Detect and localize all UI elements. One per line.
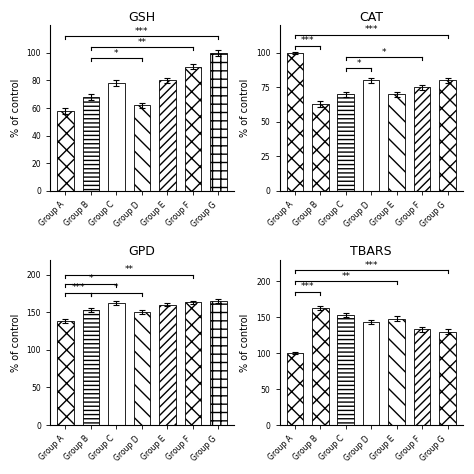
Bar [439,331,456,425]
Bar [414,87,430,191]
Text: **: ** [137,38,146,47]
Text: *: * [382,47,386,56]
Text: *: * [89,274,93,283]
Bar [287,53,303,191]
Text: **: ** [341,272,350,281]
Bar [134,105,150,191]
Title: TBARS: TBARS [350,246,392,258]
Y-axis label: % of control: % of control [240,79,250,137]
Text: **: ** [125,265,134,274]
Bar [159,305,175,425]
Text: ***: *** [301,36,314,46]
Bar [337,94,354,191]
Text: ***: *** [301,283,314,292]
Bar [57,111,74,191]
Bar [108,303,125,425]
Text: *: * [114,49,118,58]
Bar [312,308,328,425]
Bar [439,81,456,191]
Text: *: * [356,59,361,68]
Bar [388,94,405,191]
Text: ***: *** [365,261,378,270]
Title: GSH: GSH [128,11,155,24]
Bar [184,302,201,425]
Title: CAT: CAT [359,11,383,24]
Text: ***: *** [72,283,85,292]
Bar [82,310,99,425]
Bar [337,315,354,425]
Title: GPD: GPD [128,246,155,258]
Bar [210,301,227,425]
Text: ***: *** [135,27,149,36]
Bar [108,83,125,191]
Bar [363,322,380,425]
Bar [57,321,74,425]
Y-axis label: % of control: % of control [240,313,250,372]
Y-axis label: % of control: % of control [11,79,21,137]
Text: *: * [114,283,118,292]
Bar [210,53,227,191]
Bar [82,97,99,191]
Bar [159,81,175,191]
Bar [134,312,150,425]
Bar [363,81,380,191]
Bar [184,67,201,191]
Y-axis label: % of control: % of control [11,313,21,372]
Bar [312,104,328,191]
Bar [388,319,405,425]
Bar [414,329,430,425]
Bar [287,353,303,425]
Text: ***: *** [365,26,378,35]
